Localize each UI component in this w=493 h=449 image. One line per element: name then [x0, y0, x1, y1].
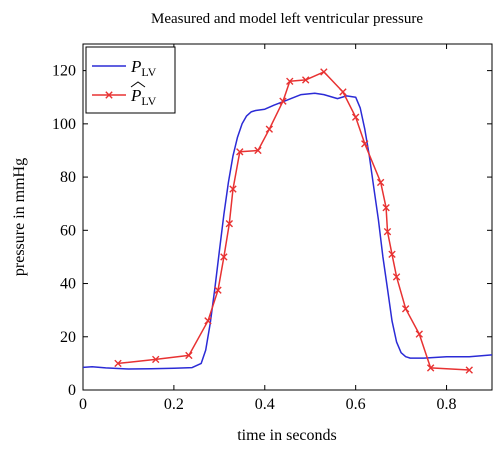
data-point-marker	[279, 97, 287, 105]
data-point-marker	[236, 148, 244, 156]
legend-marker	[105, 91, 113, 99]
y-tick-label: 60	[60, 222, 76, 239]
data-point-marker	[220, 253, 228, 261]
data-point-marker	[465, 366, 473, 374]
data-point-marker	[286, 77, 294, 85]
series-layer	[82, 68, 493, 374]
x-tick-label: 0	[79, 396, 87, 413]
legend-label: PLV	[130, 57, 157, 79]
data-point-marker	[301, 76, 310, 84]
y-tick-label: 20	[60, 329, 76, 346]
y-tick-label: 100	[52, 116, 76, 133]
y-tick-label: 0	[68, 382, 76, 399]
y-tick-label: 80	[60, 169, 76, 186]
series-line-model	[117, 71, 470, 371]
x-axis-label: time in seconds	[237, 427, 337, 444]
y-axis-label: pressure in mmHg	[11, 158, 28, 276]
series-line-measured	[82, 92, 493, 370]
legend-box	[85, 46, 176, 114]
data-point-marker	[114, 359, 122, 368]
x-axis-ticks: 0 0.2 0.4 0.6 0.8	[79, 44, 457, 413]
legend-label: PLV	[130, 86, 157, 108]
data-point-marker	[254, 146, 262, 155]
data-point-marker	[376, 178, 385, 187]
x-tick-label: 0.4	[255, 396, 275, 413]
data-point-marker	[204, 317, 212, 325]
data-point-marker	[392, 273, 401, 281]
data-point-marker	[383, 227, 392, 236]
x-tick-label: 0.2	[164, 396, 184, 413]
data-point-marker	[351, 113, 360, 121]
data-point-marker	[229, 185, 237, 193]
x-tick-label: 0.8	[437, 396, 457, 413]
data-point-marker	[361, 140, 369, 148]
plot-frame	[82, 43, 493, 391]
y-tick-label: 120	[52, 63, 76, 80]
data-point-marker	[426, 364, 435, 372]
data-point-marker	[185, 351, 193, 360]
data-point-marker	[415, 330, 423, 338]
legend-hat-accent	[130, 81, 146, 88]
data-point-marker	[214, 286, 222, 294]
data-point-marker	[339, 88, 347, 96]
y-axis-ticks: 0 20 40 60 80 100 120	[52, 63, 492, 399]
data-point-marker	[152, 355, 160, 364]
data-point-marker	[388, 250, 396, 258]
data-point-marker	[320, 68, 328, 76]
data-point-marker	[265, 125, 274, 133]
chart-title: Measured and model left ventricular pres…	[151, 11, 423, 27]
data-point-marker	[382, 203, 390, 212]
y-tick-label: 40	[60, 276, 76, 293]
legend: PLV PLV	[85, 46, 176, 114]
data-point-marker	[401, 305, 410, 313]
x-tick-label: 0.6	[346, 396, 366, 413]
data-point-marker	[225, 219, 234, 228]
